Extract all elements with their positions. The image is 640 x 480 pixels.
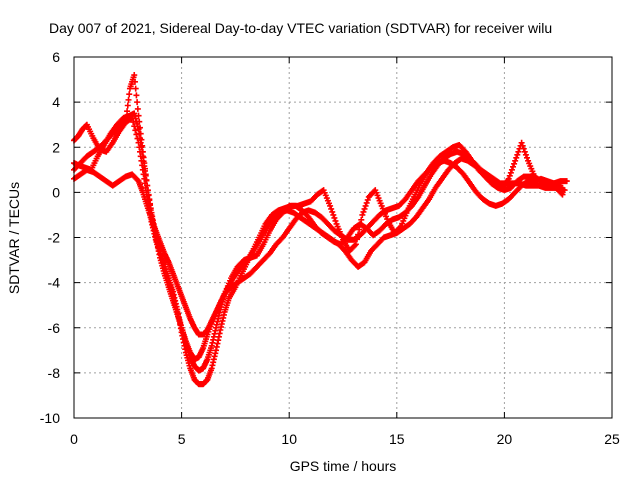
data-point-track-2 [518, 139, 525, 146]
data-point-track-3 [331, 214, 338, 221]
data-point-track-4 [134, 176, 141, 183]
data-point-track-2 [505, 175, 512, 182]
y-tick-label: 2 [52, 139, 60, 155]
data-point-track-3 [332, 217, 339, 224]
data-point-track-3 [123, 113, 130, 120]
y-tick-label: -6 [48, 320, 61, 336]
data-point-track-3 [329, 208, 336, 215]
data-point-track-3 [142, 171, 149, 178]
y-tick-label: -2 [48, 230, 61, 246]
data-point-track-3 [139, 142, 146, 149]
data-point-track-3 [136, 118, 143, 125]
data-point-track-3 [122, 119, 129, 126]
y-tick-label: -8 [48, 365, 61, 381]
data-point-track-3 [125, 96, 132, 103]
data-point-track-3 [132, 85, 139, 92]
data-point-track-3 [126, 91, 133, 98]
y-axis-label: SDTVAR / TECUs [6, 182, 22, 294]
y-tick-label: -10 [40, 410, 60, 426]
x-tick-label: 10 [281, 431, 297, 447]
x-tick-label: 15 [389, 431, 405, 447]
data-point-track-3 [362, 202, 369, 209]
data-point-track-3 [359, 211, 366, 218]
data-point-track-3 [143, 176, 150, 183]
data-point-track-3 [133, 92, 140, 99]
data-point-track-3 [357, 221, 364, 228]
grid [74, 57, 612, 418]
data-point-track-3 [328, 205, 335, 212]
chart-title: Day 007 of 2021, Sidereal Day-to-day VTE… [49, 20, 552, 36]
data-point-track-3 [131, 72, 138, 79]
data-point-track-3 [141, 160, 148, 167]
x-tick-label: 25 [604, 431, 620, 447]
data-point-track-3 [558, 190, 565, 197]
data-point-track-2 [507, 169, 514, 176]
data-point-track-2 [520, 145, 527, 152]
x-axis-label: GPS time / hours [290, 458, 397, 474]
data-point-track-2 [563, 178, 570, 185]
data-point-track-3 [139, 148, 146, 155]
data-point-track-3 [142, 165, 149, 172]
axis-ticks: 0 5 10 15 20 25 -10 -8 -6 -4 -2 0 2 4 6 [40, 49, 620, 447]
data-point-track-3 [364, 196, 371, 203]
data-point-track-3 [124, 102, 131, 109]
data-point-track-3 [140, 154, 147, 161]
data-point-track-2 [513, 154, 520, 161]
data-point-track-3 [351, 242, 358, 249]
data-points [71, 72, 570, 388]
y-tick-label: 6 [52, 49, 60, 65]
data-point-track-3 [134, 99, 141, 106]
data-point-track-3 [327, 202, 334, 209]
data-point-track-2 [515, 148, 522, 155]
data-point-track-3 [136, 124, 143, 131]
data-point-track-2 [521, 148, 528, 155]
data-point-track-3 [360, 208, 367, 215]
data-point-track-3 [124, 108, 131, 115]
data-point-track-2 [508, 166, 515, 173]
data-point-track-2 [523, 154, 530, 161]
data-point-track-3 [330, 211, 337, 218]
data-point-track-3 [363, 199, 370, 206]
data-point-track-3 [356, 226, 363, 233]
y-tick-label: 0 [52, 184, 60, 200]
data-point-track-2 [514, 151, 521, 158]
data-point-track-3 [137, 130, 144, 137]
x-tick-label: 0 [70, 431, 78, 447]
data-point-track-4 [557, 182, 564, 189]
data-point-track-2 [510, 163, 517, 170]
data-point-track-3 [131, 78, 138, 85]
data-point-track-1 [561, 187, 568, 194]
data-point-track-2 [519, 142, 526, 149]
data-point-track-3 [358, 216, 365, 223]
y-tick-label: 4 [52, 94, 60, 110]
data-point-track-2 [522, 151, 529, 158]
data-point-track-3 [559, 191, 566, 198]
data-point-track-3 [138, 136, 145, 143]
plot-frame [73, 56, 613, 419]
data-point-track-2 [512, 157, 519, 164]
data-point-track-3 [242, 260, 249, 267]
data-point-track-3 [361, 205, 368, 212]
data-point-track-3 [134, 105, 141, 112]
x-tick-label: 20 [497, 431, 513, 447]
x-tick-label: 5 [178, 431, 186, 447]
data-point-track-3 [352, 241, 359, 248]
data-point-track-2 [506, 172, 513, 179]
data-point-track-3 [135, 112, 142, 119]
data-point-track-1 [132, 127, 139, 134]
y-tick-label: -4 [48, 275, 61, 291]
data-point-track-3 [397, 224, 404, 231]
data-point-track-2 [511, 160, 518, 167]
